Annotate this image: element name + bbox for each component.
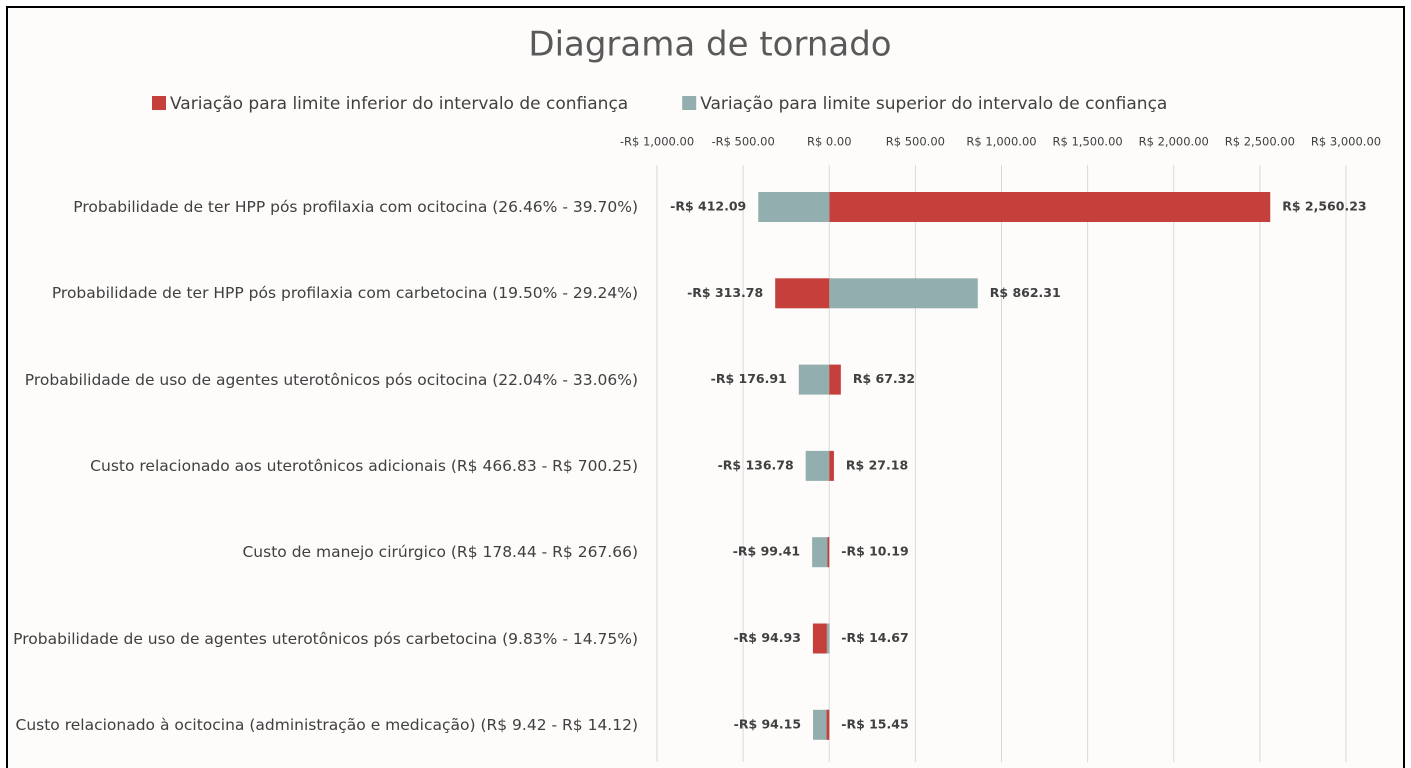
legend-label: Variação para limite superior do interva… [700, 94, 1167, 114]
x-tick-label: -R$ 1,000.00 [620, 135, 694, 149]
category-label: Custo relacionado à ocitocina (administr… [15, 715, 639, 734]
bar [775, 278, 830, 309]
bar [827, 537, 830, 568]
bar [829, 364, 841, 395]
value-label: -R$ 176.91 [711, 371, 787, 386]
category-label: Probabilidade de uso de agentes uterotôn… [13, 629, 638, 648]
category-label: Probabilidade de ter HPP pós profilaxia … [73, 198, 638, 216]
value-label: -R$ 136.78 [718, 457, 794, 472]
bar [829, 278, 978, 309]
x-tick-label: R$ 500.00 [886, 135, 945, 149]
chart-title: Diagrama de tornado [528, 25, 891, 65]
value-label: -R$ 10.19 [841, 544, 908, 559]
x-tick-label: R$ 0.00 [807, 135, 852, 149]
x-tick-label: R$ 1,500.00 [1053, 135, 1123, 149]
bar [812, 537, 830, 568]
value-label: -R$ 412.09 [670, 199, 746, 214]
bar [758, 192, 830, 222]
category-label: Probabilidade de ter HPP pós profilaxia … [51, 284, 638, 303]
value-label: R$ 27.18 [846, 457, 908, 472]
bar [813, 709, 830, 740]
category-label: Custo relacionado aos uterotônicos adici… [90, 456, 638, 475]
category-label: Probabilidade de uso de agentes uterotôn… [24, 370, 638, 389]
value-label: -R$ 313.78 [687, 285, 763, 300]
bar [826, 623, 830, 654]
x-tick-label: R$ 1,000.00 [966, 135, 1036, 149]
legend-swatch [682, 96, 697, 110]
value-label: -R$ 15.45 [841, 716, 908, 731]
legend-swatch [152, 96, 166, 110]
chart-frame [6, 6, 1405, 768]
value-label: -R$ 14.67 [841, 630, 908, 645]
bar [829, 192, 1271, 222]
x-tick-label: -R$ 500.00 [711, 135, 774, 149]
category-label: Custo de manejo cirúrgico (R$ 178.44 - R… [242, 543, 638, 562]
value-label: -R$ 94.15 [734, 716, 801, 731]
value-label: R$ 862.31 [990, 285, 1061, 300]
legend-label: Variação para limite inferior do interva… [170, 94, 628, 114]
bar [812, 623, 830, 654]
value-label: -R$ 94.93 [733, 630, 800, 645]
bar [805, 450, 830, 481]
value-label: R$ 2,560.23 [1282, 199, 1366, 214]
x-tick-label: R$ 2,500.00 [1225, 135, 1295, 149]
x-tick-label: R$ 3,000.00 [1311, 135, 1381, 149]
bar [829, 450, 834, 481]
bar [826, 709, 830, 740]
value-label: R$ 67.32 [853, 371, 915, 386]
x-tick-label: R$ 2,000.00 [1139, 135, 1209, 149]
bar [798, 364, 830, 395]
value-label: -R$ 99.41 [733, 544, 800, 559]
